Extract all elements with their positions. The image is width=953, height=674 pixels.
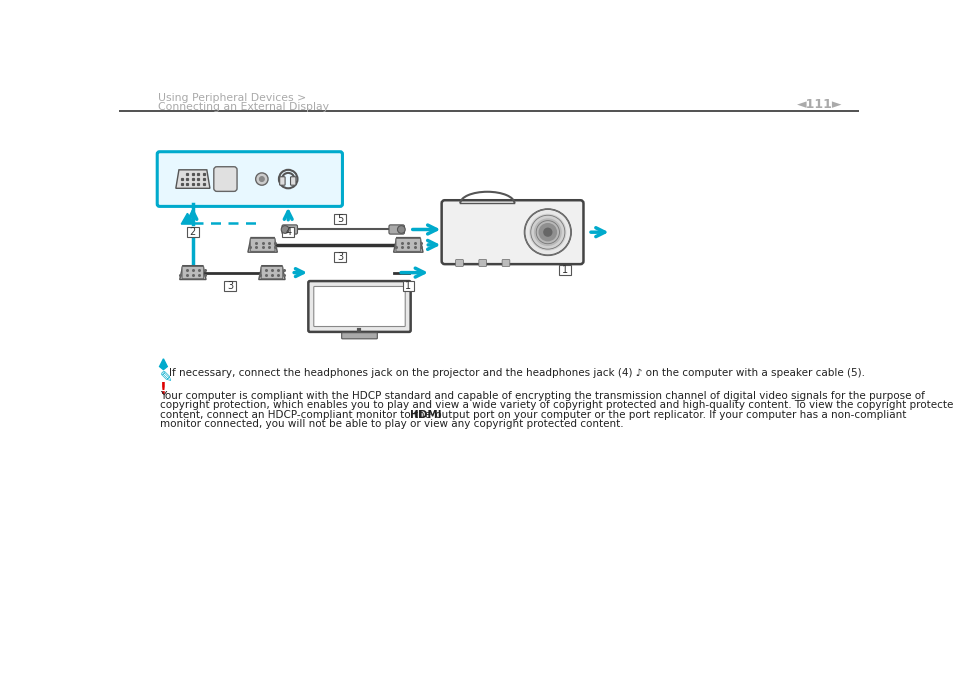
FancyBboxPatch shape bbox=[291, 177, 295, 185]
Text: 4: 4 bbox=[285, 226, 291, 237]
FancyBboxPatch shape bbox=[402, 280, 414, 290]
FancyBboxPatch shape bbox=[250, 239, 274, 251]
Text: If necessary, connect the headphones jack on the projector and the headphones ja: If necessary, connect the headphones jac… bbox=[169, 368, 864, 378]
FancyBboxPatch shape bbox=[187, 226, 198, 237]
Text: Connecting an External Display: Connecting an External Display bbox=[158, 102, 329, 112]
FancyBboxPatch shape bbox=[282, 225, 297, 234]
Circle shape bbox=[255, 173, 268, 185]
Text: output port on your computer or the port replicator. If your computer has a non-: output port on your computer or the port… bbox=[431, 410, 905, 420]
Text: HDMI: HDMI bbox=[410, 410, 441, 420]
FancyBboxPatch shape bbox=[389, 225, 404, 234]
Text: Your computer is compliant with the HDCP standard and capable of encrypting the : Your computer is compliant with the HDCP… bbox=[159, 391, 923, 401]
FancyBboxPatch shape bbox=[224, 280, 235, 290]
FancyBboxPatch shape bbox=[314, 286, 405, 326]
FancyBboxPatch shape bbox=[395, 239, 420, 251]
Circle shape bbox=[534, 218, 561, 246]
FancyBboxPatch shape bbox=[308, 281, 410, 332]
FancyBboxPatch shape bbox=[261, 266, 282, 279]
Polygon shape bbox=[258, 266, 285, 280]
Polygon shape bbox=[248, 237, 277, 252]
Text: ◄111►: ◄111► bbox=[797, 98, 841, 111]
Text: 1: 1 bbox=[405, 280, 411, 290]
FancyBboxPatch shape bbox=[441, 200, 583, 264]
Text: 5: 5 bbox=[336, 214, 343, 224]
FancyBboxPatch shape bbox=[282, 226, 294, 237]
FancyBboxPatch shape bbox=[279, 177, 285, 185]
FancyBboxPatch shape bbox=[558, 266, 570, 275]
Polygon shape bbox=[181, 213, 193, 224]
Text: 3: 3 bbox=[227, 280, 233, 290]
FancyBboxPatch shape bbox=[334, 214, 346, 224]
FancyBboxPatch shape bbox=[157, 152, 342, 206]
FancyBboxPatch shape bbox=[456, 259, 463, 266]
Polygon shape bbox=[394, 237, 422, 252]
FancyBboxPatch shape bbox=[182, 266, 204, 279]
Text: 3: 3 bbox=[336, 252, 343, 262]
FancyBboxPatch shape bbox=[213, 166, 236, 191]
Polygon shape bbox=[159, 359, 167, 369]
Text: Using Peripheral Devices >: Using Peripheral Devices > bbox=[158, 93, 306, 103]
Text: !: ! bbox=[159, 382, 166, 397]
Circle shape bbox=[259, 177, 264, 181]
Circle shape bbox=[281, 226, 289, 233]
Text: content, connect an HDCP-compliant monitor to the: content, connect an HDCP-compliant monit… bbox=[159, 410, 434, 420]
Polygon shape bbox=[179, 266, 206, 280]
Circle shape bbox=[524, 209, 571, 255]
Text: 2: 2 bbox=[190, 226, 195, 237]
Text: monitor connected, you will not be able to play or view any copyright protected : monitor connected, you will not be able … bbox=[159, 419, 622, 429]
Text: ✎: ✎ bbox=[159, 369, 172, 385]
FancyBboxPatch shape bbox=[334, 252, 346, 262]
Circle shape bbox=[542, 228, 552, 237]
Circle shape bbox=[397, 226, 405, 233]
Circle shape bbox=[537, 223, 557, 241]
FancyBboxPatch shape bbox=[341, 333, 377, 339]
FancyBboxPatch shape bbox=[501, 259, 509, 266]
Polygon shape bbox=[175, 170, 210, 188]
Circle shape bbox=[529, 214, 566, 251]
Text: 1: 1 bbox=[561, 266, 567, 275]
FancyBboxPatch shape bbox=[478, 259, 486, 266]
Text: copyright protection, which enables you to play and view a wide variety of copyr: copyright protection, which enables you … bbox=[159, 400, 953, 410]
